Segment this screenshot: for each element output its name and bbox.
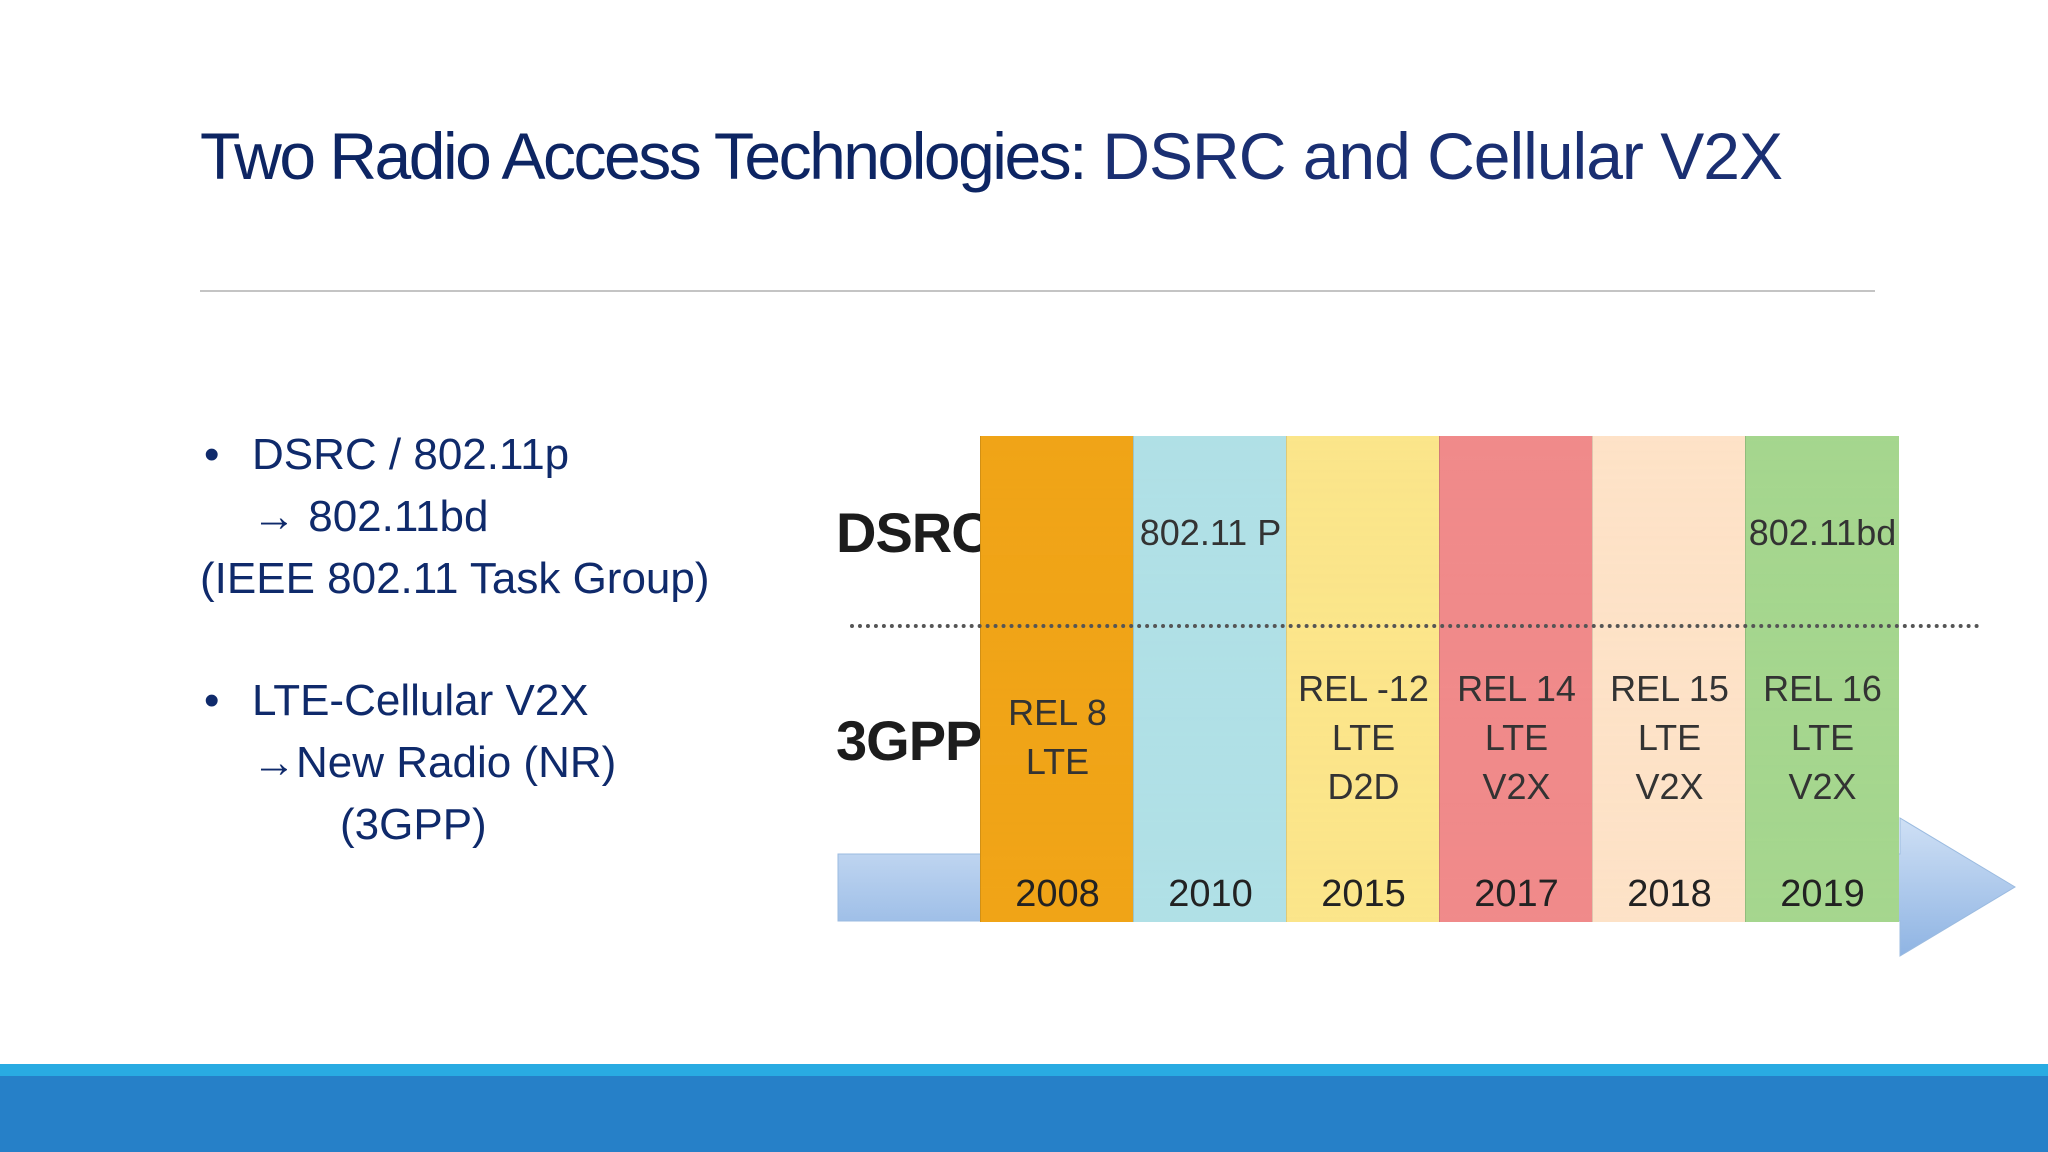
column-3gpp-label: REL 16 LTE V2X xyxy=(1746,664,1899,811)
column-3gpp-line: LTE xyxy=(1637,717,1702,758)
bullet-dot-icon: • xyxy=(204,676,220,725)
column-3gpp-line: D2D xyxy=(1327,766,1400,807)
column-year: 2018 xyxy=(1627,873,1712,915)
column-3gpp-label: REL 14 LTE V2X xyxy=(1440,664,1593,811)
column-dsrc-label: 802.11bd xyxy=(1748,512,1897,553)
bullet-subline: →New Radio (NR) xyxy=(252,738,617,787)
footer-stripe xyxy=(0,1064,2048,1076)
row-label-dsrc: DSRC xyxy=(836,501,992,564)
bullet-lte: • LTE-Cellular V2X xyxy=(200,670,800,732)
timeline-diagram: DSRC 3GPP REL 8 LTE 2008 802.11 P 2010 REL -1… xyxy=(830,430,2030,970)
title-bold-part: Two Radio Access Technologies: xyxy=(200,119,1088,193)
column-3gpp-line: REL 8 xyxy=(1008,692,1107,733)
column-3gpp-line: V2X xyxy=(1482,766,1551,807)
column-3gpp-line: LTE xyxy=(1331,717,1396,758)
column-3gpp-line: REL 15 xyxy=(1610,668,1729,709)
column-year: 2008 xyxy=(1015,873,1100,915)
column-3gpp-line: LTE xyxy=(1025,741,1090,782)
bullet-text: LTE-Cellular V2X xyxy=(252,676,589,725)
timeline-column: REL 14 LTE V2X 2017 xyxy=(1439,436,1593,922)
bullet-list: • DSRC / 802.11p → 802.11bd (IEEE 802.11… xyxy=(200,424,800,856)
row-divider xyxy=(850,624,1980,628)
column-year: 2017 xyxy=(1474,873,1559,915)
column-3gpp-line: V2X xyxy=(1788,766,1857,807)
column-3gpp-line: LTE xyxy=(1484,717,1549,758)
column-3gpp-line: LTE xyxy=(1790,717,1855,758)
column-year: 2019 xyxy=(1780,873,1865,915)
column-3gpp-label: REL 15 LTE V2X xyxy=(1593,664,1746,811)
bullet-subline: → 802.11bd xyxy=(252,492,489,541)
column-3gpp-label: REL -12 LTE D2D xyxy=(1287,664,1440,811)
column-dsrc-label: 802.11 P xyxy=(1139,512,1282,553)
bullet-text: DSRC / 802.11p xyxy=(252,430,570,479)
slide-title: Two Radio Access Technologies: DSRC and … xyxy=(200,118,1783,194)
column-year: 2015 xyxy=(1321,873,1406,915)
title-light-part: DSRC and Cellular V2X xyxy=(1102,119,1783,193)
column-3gpp-label: REL 8 LTE xyxy=(981,688,1134,786)
bullet-dsrc: • DSRC / 802.11p xyxy=(200,424,800,486)
bullet-subline: (3GPP) xyxy=(340,800,487,849)
bullet-dot-icon: • xyxy=(204,430,220,479)
column-year: 2010 xyxy=(1168,873,1253,915)
footer-bar xyxy=(0,1076,2048,1152)
column-3gpp-line: V2X xyxy=(1635,766,1704,807)
column-3gpp-line: REL 14 xyxy=(1457,668,1576,709)
timeline-column: REL 15 LTE V2X 2018 xyxy=(1592,436,1746,922)
timeline-column: REL -12 LTE D2D 2015 xyxy=(1286,436,1440,922)
row-label-3gpp: 3GPP xyxy=(836,709,982,772)
timeline-column: 802.11 P 2010 xyxy=(1133,436,1287,922)
title-divider xyxy=(200,290,1875,292)
column-3gpp-line: REL 16 xyxy=(1763,668,1882,709)
timeline-column: REL 8 LTE 2008 xyxy=(980,436,1134,922)
bullet-subline: (IEEE 802.11 Task Group) xyxy=(200,554,710,603)
timeline-column: 802.11bd REL 16 LTE V2X 2019 xyxy=(1745,436,1899,922)
column-3gpp-line: REL -12 xyxy=(1298,668,1429,709)
